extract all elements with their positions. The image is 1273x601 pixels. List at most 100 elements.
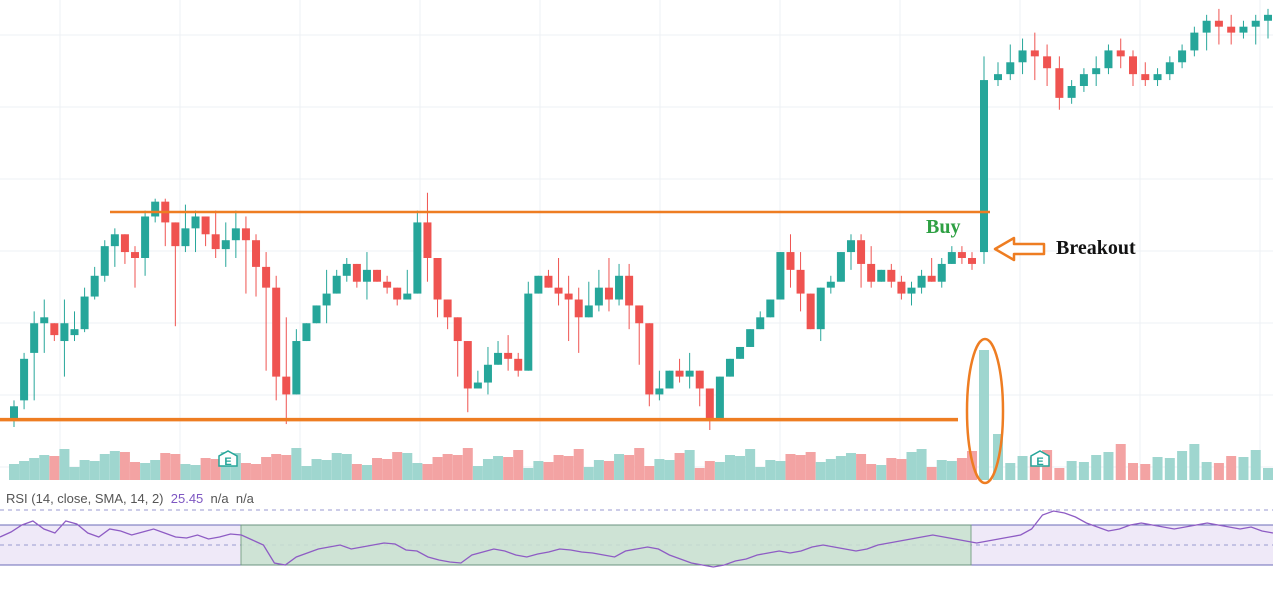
- candle: [907, 287, 916, 294]
- candle: [262, 266, 271, 288]
- volume-bar: [442, 454, 453, 480]
- volume-bar: [1103, 452, 1114, 480]
- volume-bar: [745, 449, 756, 480]
- volume-bar: [1201, 462, 1212, 480]
- candle: [1251, 20, 1260, 27]
- candle: [947, 252, 956, 264]
- candle: [524, 293, 533, 371]
- candle: [544, 275, 553, 288]
- candle: [957, 252, 966, 258]
- candle: [322, 293, 331, 306]
- candle: [857, 240, 866, 264]
- candle: [302, 323, 311, 342]
- candle: [151, 201, 160, 217]
- candle: [332, 275, 341, 294]
- rsi-legend: RSI (14, close, SMA, 14, 2) 25.45 n/a n/…: [6, 491, 254, 506]
- volume-bar: [896, 459, 907, 480]
- rsi-legend-extra-2: n/a: [235, 491, 254, 506]
- volume-bar: [1078, 462, 1089, 480]
- candle: [20, 358, 29, 401]
- volume-bar: [382, 459, 393, 480]
- candle: [241, 228, 250, 241]
- candle: [201, 216, 210, 235]
- annotations: Buy Breakout E E: [218, 216, 1136, 485]
- rsi-line: [0, 510, 1273, 568]
- candle: [816, 287, 825, 330]
- volume-bar: [392, 452, 403, 480]
- volume-bar: [89, 461, 100, 480]
- candle: [1178, 50, 1187, 63]
- volume-bar: [1250, 450, 1261, 480]
- volume-bar: [109, 451, 120, 480]
- earnings-marker-1: E: [218, 450, 238, 468]
- volume-bar: [704, 461, 715, 480]
- candle: [736, 346, 745, 359]
- volume-bar: [634, 448, 645, 480]
- candle: [221, 240, 230, 250]
- volume-bar: [926, 467, 937, 480]
- volume-bar: [170, 454, 181, 480]
- candle: [393, 287, 402, 300]
- candle: [534, 275, 543, 294]
- candle: [917, 275, 926, 288]
- volume-bar: [9, 464, 19, 480]
- candle: [423, 222, 432, 258]
- earnings-marker-1-label: E: [224, 456, 231, 468]
- volume-bar: [603, 461, 614, 480]
- volume-bar: [271, 454, 282, 480]
- volume-bar: [130, 462, 141, 480]
- candle: [181, 228, 190, 247]
- candle: [625, 275, 634, 306]
- candle: [1104, 50, 1113, 69]
- candle: [342, 263, 351, 276]
- breakout-label: Breakout: [1056, 237, 1136, 259]
- volume-bar: [301, 466, 312, 480]
- volume-bar: [240, 463, 251, 480]
- candle: [604, 287, 613, 300]
- volume-bar: [311, 459, 322, 480]
- volume-bar: [674, 453, 685, 480]
- candle: [594, 287, 603, 306]
- volume-bar: [210, 459, 221, 480]
- candle: [494, 352, 503, 365]
- candle: [1055, 68, 1064, 98]
- candle: [292, 341, 301, 395]
- volume-bar: [1152, 457, 1163, 480]
- candle: [615, 275, 624, 300]
- candle: [877, 269, 886, 282]
- candle: [1202, 20, 1211, 33]
- candle: [1227, 26, 1236, 33]
- candle: [473, 382, 482, 389]
- volume-bar: [180, 464, 191, 480]
- candle: [40, 317, 49, 324]
- volume-bar: [261, 457, 272, 480]
- volume-bar: [321, 460, 332, 480]
- candle: [1153, 74, 1162, 81]
- candle: [80, 296, 89, 330]
- volume-bar: [119, 452, 130, 480]
- volume-bar: [190, 465, 201, 480]
- candle: [383, 281, 392, 288]
- volume-bar: [644, 466, 655, 480]
- candle: [483, 364, 492, 383]
- volume-bar: [372, 458, 383, 480]
- volume-bar: [916, 449, 927, 480]
- candle: [1092, 68, 1101, 75]
- candle: [312, 305, 321, 324]
- candle: [746, 329, 755, 347]
- volume-bar: [654, 459, 665, 480]
- volume-bar: [69, 467, 80, 480]
- candle: [887, 269, 896, 282]
- candle: [231, 228, 240, 241]
- volume-bar: [583, 467, 594, 480]
- volume-bar: [785, 454, 796, 480]
- candle: [796, 269, 805, 294]
- candle: [574, 299, 583, 318]
- candle: [1214, 20, 1223, 27]
- candle: [373, 269, 382, 282]
- candle: [584, 305, 593, 318]
- candle: [715, 376, 724, 419]
- candle: [10, 406, 18, 419]
- volume-bar: [795, 455, 806, 480]
- volume-bar: [563, 456, 574, 480]
